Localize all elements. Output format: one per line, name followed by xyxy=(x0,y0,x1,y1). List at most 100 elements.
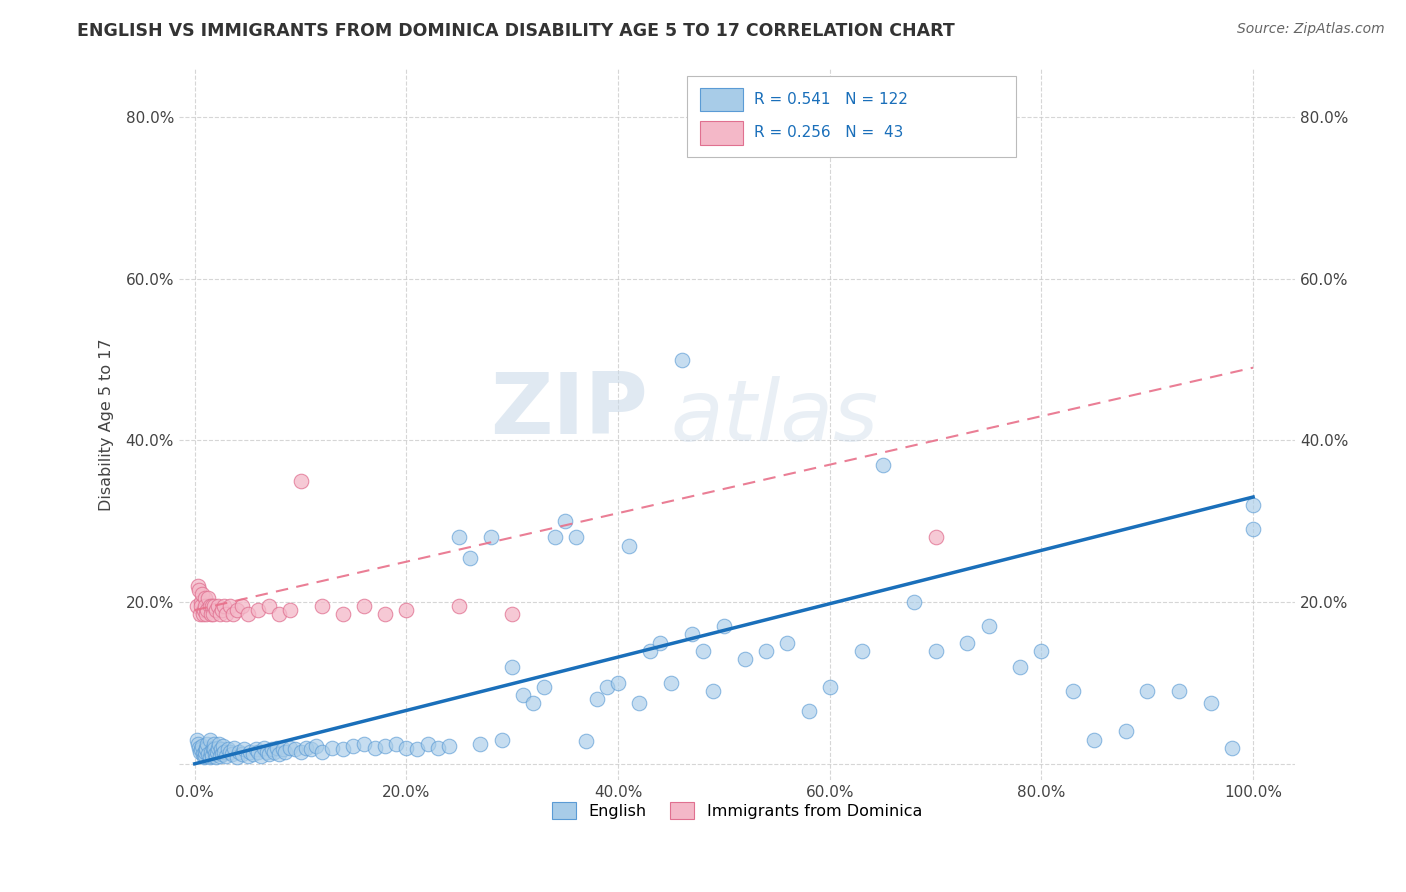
Point xyxy=(201,740,224,755)
Point xyxy=(221,747,243,761)
Point xyxy=(226,750,249,764)
Point xyxy=(193,603,215,617)
Point xyxy=(851,643,873,657)
Point xyxy=(290,474,312,488)
Point xyxy=(734,651,756,665)
Point xyxy=(250,748,273,763)
Point xyxy=(260,742,283,756)
Point xyxy=(201,599,224,614)
Point xyxy=(201,748,224,763)
Point xyxy=(586,692,609,706)
Point xyxy=(191,587,214,601)
Point xyxy=(222,740,245,755)
Point xyxy=(205,603,228,617)
Point xyxy=(374,607,396,622)
Point xyxy=(231,599,253,614)
Point xyxy=(332,742,354,756)
Point xyxy=(226,603,249,617)
Point xyxy=(197,747,219,761)
Point xyxy=(190,599,212,614)
Point xyxy=(200,745,222,759)
Point xyxy=(1241,522,1264,536)
Point xyxy=(191,739,214,753)
Point xyxy=(501,660,523,674)
Point xyxy=(198,750,221,764)
Point xyxy=(247,745,270,759)
Point xyxy=(188,607,211,622)
Point xyxy=(269,607,291,622)
Point xyxy=(207,740,229,755)
Point xyxy=(385,737,408,751)
Point xyxy=(218,745,240,759)
Point xyxy=(299,742,322,756)
Point xyxy=(252,740,274,755)
Text: atlas: atlas xyxy=(671,376,879,458)
Point xyxy=(1062,684,1084,698)
FancyBboxPatch shape xyxy=(700,87,742,112)
Point xyxy=(1010,660,1032,674)
Point xyxy=(1220,740,1243,755)
Point xyxy=(205,750,228,764)
Text: R = 0.541   N = 122: R = 0.541 N = 122 xyxy=(754,92,908,107)
Point xyxy=(491,732,513,747)
Point xyxy=(228,745,250,759)
Point xyxy=(702,684,724,698)
Point xyxy=(205,745,228,759)
Point xyxy=(195,742,218,756)
Point xyxy=(311,599,333,614)
Point xyxy=(194,748,217,763)
Point xyxy=(212,739,235,753)
Point xyxy=(187,740,209,755)
Point xyxy=(222,607,245,622)
FancyBboxPatch shape xyxy=(700,121,742,145)
Point xyxy=(512,688,534,702)
Point xyxy=(271,742,294,756)
Point xyxy=(1083,732,1105,747)
Point xyxy=(194,745,217,759)
Text: Source: ZipAtlas.com: Source: ZipAtlas.com xyxy=(1237,22,1385,37)
Point xyxy=(284,742,307,756)
FancyBboxPatch shape xyxy=(688,76,1017,158)
Point xyxy=(256,745,278,759)
Point xyxy=(209,607,232,622)
Point xyxy=(1199,696,1222,710)
Point xyxy=(406,742,429,756)
Point xyxy=(321,740,343,755)
Point xyxy=(211,747,233,761)
Point xyxy=(617,539,640,553)
Point xyxy=(209,748,232,763)
Point xyxy=(596,680,619,694)
Point xyxy=(311,745,333,759)
Point xyxy=(239,745,262,759)
Point xyxy=(1031,643,1053,657)
Point xyxy=(278,740,301,755)
Point xyxy=(332,607,354,622)
Point xyxy=(638,643,661,657)
Point xyxy=(470,737,492,751)
Point xyxy=(204,747,226,761)
Point xyxy=(187,737,209,751)
Point xyxy=(215,748,238,763)
Point xyxy=(1241,498,1264,512)
Point xyxy=(257,599,280,614)
Point xyxy=(671,352,693,367)
Point xyxy=(554,514,576,528)
Point xyxy=(208,737,231,751)
Point xyxy=(543,530,565,544)
Point xyxy=(363,740,385,755)
Point xyxy=(197,603,219,617)
Point xyxy=(186,599,208,614)
Point xyxy=(266,740,288,755)
Point xyxy=(218,599,240,614)
Point xyxy=(245,742,267,756)
Point xyxy=(575,734,598,748)
Point xyxy=(353,737,375,751)
Point xyxy=(193,747,215,761)
Point xyxy=(273,745,295,759)
Point xyxy=(247,603,270,617)
Point xyxy=(564,530,586,544)
Point xyxy=(977,619,1000,633)
Y-axis label: Disability Age 5 to 17: Disability Age 5 to 17 xyxy=(100,338,114,510)
Point xyxy=(295,740,318,755)
Point xyxy=(269,747,291,761)
